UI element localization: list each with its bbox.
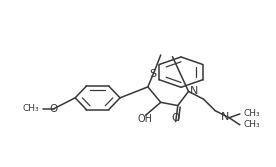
Text: CH₃: CH₃ <box>23 104 39 113</box>
Text: CH₃: CH₃ <box>243 120 260 129</box>
Text: CH₃: CH₃ <box>243 109 260 118</box>
Text: OH: OH <box>137 114 152 124</box>
Text: N: N <box>190 86 198 96</box>
Text: N: N <box>221 112 229 122</box>
Text: O: O <box>172 113 180 123</box>
Text: O: O <box>50 104 58 114</box>
Text: S: S <box>150 69 157 79</box>
